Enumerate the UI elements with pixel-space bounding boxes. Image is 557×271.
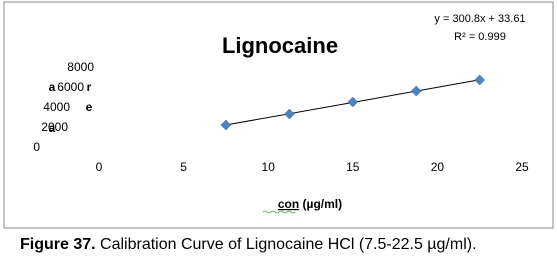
r-squared: R² = 0.999	[454, 31, 506, 43]
y-axis-label-letter: r	[87, 80, 92, 94]
x-tick-label: 15	[346, 160, 360, 174]
x-tick-label: 25	[515, 160, 529, 174]
x-label-word: con	[278, 197, 299, 211]
chart-border	[3, 1, 554, 229]
x-tick-label: 5	[180, 160, 187, 174]
data-point	[347, 96, 359, 108]
x-axis-label: con (µg/ml)	[278, 197, 342, 211]
y-axis-label-letter: a	[49, 121, 56, 135]
x-tick-label: 10	[262, 160, 276, 174]
caption-label: Figure 37.	[20, 236, 96, 253]
data-point	[283, 108, 295, 120]
x-tick-label: 0	[96, 160, 103, 174]
caption: Figure 37. Calibration Curve of Lignocai…	[20, 236, 477, 254]
y-tick-label: 6000	[57, 80, 84, 94]
y-tick-label: 0	[33, 140, 40, 154]
chart-title: Lignocaine	[222, 33, 338, 58]
data-point	[474, 74, 486, 86]
y-tick-label: 8000	[67, 60, 94, 74]
x-tick-label: 20	[431, 160, 445, 174]
caption-text: Calibration Curve of Lignocaine HCl (7.5…	[95, 236, 477, 253]
y-tick-label: 4000	[43, 100, 70, 114]
y-axis-label-letter: a	[49, 80, 56, 94]
chart: Lignocaine y = 300.8x + 33.61 R² = 0.999…	[3, 1, 554, 229]
equation: y = 300.8x + 33.61	[434, 13, 525, 25]
y-axis-label-letter: e	[86, 100, 93, 114]
data-point	[220, 119, 232, 131]
y-tick-label: 2000	[41, 120, 68, 134]
x-label-unit: (µg/ml)	[299, 197, 342, 211]
spell-underline	[262, 210, 296, 214]
data-point	[410, 85, 422, 97]
